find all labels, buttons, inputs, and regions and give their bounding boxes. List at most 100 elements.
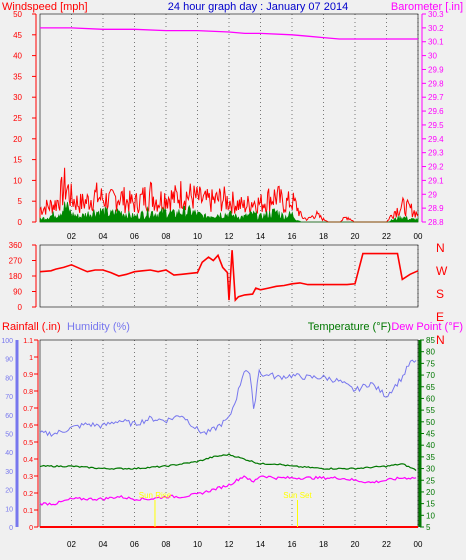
temperature-tick-label: 70 (426, 371, 435, 380)
x-tick-label: 18 (319, 540, 328, 549)
rain-tick-label: 1 (29, 355, 33, 362)
barometer-tick-label: 29.5 (428, 121, 444, 130)
x-tick-label: 04 (99, 540, 108, 549)
humidity-tick-label: 50 (5, 432, 13, 439)
temperature-axis-title: Temperature (°F) (308, 321, 391, 333)
x-tick-label: 18 (319, 232, 328, 241)
humidity-tick-label: 100 (1, 338, 13, 345)
rain-tick-label: 0.2 (23, 491, 33, 498)
wind-direction-line (39, 250, 419, 302)
temperature-tick-label: 5 (426, 523, 431, 532)
temperature-tick-label: 80 (426, 348, 435, 357)
x-tick-label: 00 (414, 232, 423, 241)
rain-tick-label: 0.3 (23, 474, 33, 481)
wind-tick-label: 35 (13, 72, 22, 81)
barometer-tick-label: 29.3 (428, 149, 444, 158)
humidity-tick-label: 80 (5, 375, 13, 382)
barometer-tick-label: 29.8 (428, 79, 444, 88)
rain-tick-label: 0 (29, 525, 33, 532)
barometer-tick-label: 28.9 (428, 204, 444, 213)
temperature-tick-label: 60 (426, 394, 435, 403)
temperature-tick-label: 15 (426, 500, 435, 509)
compass-label: N (436, 241, 445, 255)
rain-tick-label: 0.6 (23, 423, 33, 430)
rain-tick-label: 0.5 (23, 440, 33, 447)
x-tick-label: 02 (67, 232, 76, 241)
wind-tick-label: 5 (18, 197, 23, 206)
wind-tick-label: 25 (13, 114, 22, 123)
x-tick-label: 08 (162, 540, 171, 549)
rain-tick-label: 0.1 (23, 508, 33, 515)
x-tick-label: 16 (288, 232, 297, 241)
sunrise-label: Sun Rise (139, 491, 172, 500)
temperature-tick-label: 35 (426, 453, 435, 462)
x-tick-label: 10 (193, 232, 202, 241)
barometer-tick-label: 30.2 (428, 24, 444, 33)
x-tick-label: 02 (67, 540, 76, 549)
barometer-tick-label: 28.8 (428, 218, 444, 227)
compass-label: E (436, 310, 444, 324)
sunset-label: Sun Set (283, 491, 312, 500)
rain-tick-label: 1.1 (23, 338, 33, 345)
direction-tick-label: 90 (13, 288, 22, 297)
x-tick-label: 20 (351, 540, 360, 549)
rain-tick-label: 0.9 (23, 372, 33, 379)
x-tick-label: 22 (382, 232, 391, 241)
temperature-tick-label: 55 (426, 406, 435, 415)
compass-label: N (436, 333, 445, 347)
barometer-tick-label: 29.1 (428, 176, 444, 185)
barometer-tick-label: 29.9 (428, 65, 444, 74)
x-tick-label: 04 (99, 232, 108, 241)
humidity-axis-title: Humidity (%) (67, 321, 130, 333)
wind-tick-label: 10 (13, 176, 22, 185)
x-tick-label: 08 (162, 232, 171, 241)
x-tick-label: 20 (351, 232, 360, 241)
humidity-tick-label: 10 (5, 506, 13, 513)
x-tick-label: 16 (288, 540, 297, 549)
wind-tick-label: 45 (13, 31, 22, 40)
humidity-line (39, 359, 417, 438)
humidity-tick-label: 90 (5, 357, 13, 364)
temperature-tick-label: 20 (426, 488, 435, 497)
barometer-tick-label: 30.3 (428, 10, 444, 19)
x-tick-label: 22 (382, 540, 391, 549)
temperature-tick-label: 10 (426, 511, 435, 520)
direction-tick-label: 270 (9, 257, 23, 266)
x-tick-label: 12 (225, 232, 234, 241)
climate-panel (39, 339, 419, 528)
wind-average-area (39, 201, 419, 223)
temperature-tick-label: 50 (426, 418, 435, 427)
barometer-tick-label: 30.1 (428, 38, 444, 47)
wind-tick-label: 40 (13, 52, 22, 61)
rain-tick-label: 0.7 (23, 406, 33, 413)
dewpoint-axis-title: Dew Point (°F) (391, 321, 463, 333)
x-tick-label: 14 (256, 540, 265, 549)
barometer-axis-title: Barometer [.in] (391, 1, 463, 13)
temperature-tick-label: 75 (426, 359, 435, 368)
direction-tick-label: 180 (9, 272, 23, 281)
wind-tick-label: 15 (13, 156, 22, 165)
barometer-tick-label: 29.6 (428, 107, 444, 116)
temperature-tick-label: 30 (426, 465, 435, 474)
temperature-tick-label: 45 (426, 430, 435, 439)
temperature-tick-label: 85 (426, 336, 435, 345)
barometer-tick-label: 29.4 (428, 135, 444, 144)
wind-axis-title: Windspeed [mph] (2, 1, 88, 13)
humidity-tick-label: 70 (5, 394, 13, 401)
compass-label: S (436, 287, 444, 301)
graph-title: 24 hour graph day : January 07 2014 (168, 1, 348, 13)
humidity-tick-label: 40 (5, 450, 13, 457)
direction-tick-label: 0 (18, 303, 23, 312)
dewpoint-line (39, 475, 417, 506)
wind-tick-label: 50 (13, 10, 22, 19)
barometer-tick-label: 29.7 (428, 93, 444, 102)
temperature-tick-label: 65 (426, 383, 435, 392)
x-tick-label: 14 (256, 232, 265, 241)
wind-tick-label: 0 (18, 218, 23, 227)
compass-label: W (436, 264, 448, 278)
x-tick-label: 10 (193, 540, 202, 549)
barometer-tick-label: 29 (428, 190, 437, 199)
rain-tick-label: 0.4 (23, 457, 33, 464)
